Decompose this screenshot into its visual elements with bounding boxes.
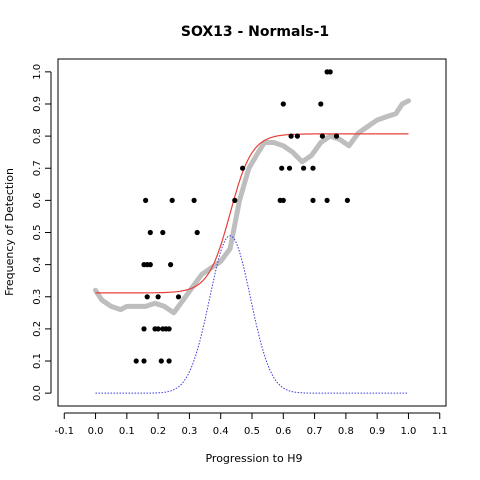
data-point xyxy=(318,101,324,107)
y-tick-label: 0.5 xyxy=(32,225,43,241)
data-point xyxy=(240,165,246,171)
x-tick-label: 0.8 xyxy=(338,426,354,437)
data-point xyxy=(327,69,333,75)
x-tick-label: 0.2 xyxy=(150,426,166,437)
y-tick-label: 0.4 xyxy=(32,257,43,273)
y-tick-label: 0.9 xyxy=(32,96,43,112)
data-point xyxy=(280,101,286,107)
data-point xyxy=(141,326,147,332)
data-point xyxy=(166,326,172,332)
x-tick-label: 1.0 xyxy=(400,426,416,437)
data-point xyxy=(168,262,174,268)
data-point xyxy=(324,197,330,203)
y-tick-label: 0.8 xyxy=(32,128,43,144)
data-point xyxy=(294,133,300,139)
data-point xyxy=(333,133,340,139)
y-tick-label: 0.7 xyxy=(32,160,43,176)
data-point xyxy=(158,358,164,364)
x-tick-label: 0.4 xyxy=(213,426,229,437)
x-axis: -0.1 0.0 0.1 0.2 0.3 0.4 0.5 0.6 0.7 0.8 0.9 1.0 1.1 xyxy=(55,412,448,437)
data-point xyxy=(280,197,286,203)
data-point xyxy=(147,229,153,236)
y-tick-label: 0.3 xyxy=(32,289,43,305)
data-point xyxy=(288,133,294,139)
x-tick-label: 0.0 xyxy=(88,426,104,437)
data-point xyxy=(310,165,316,171)
y-tick-label: 1.0 xyxy=(32,64,43,80)
data-point xyxy=(147,262,153,268)
x-tick-label: 0.1 xyxy=(119,426,135,437)
data-point xyxy=(160,229,166,236)
y-tick-label: 0.6 xyxy=(32,192,43,208)
data-point xyxy=(143,197,149,203)
data-point xyxy=(344,197,350,203)
data-point xyxy=(155,326,161,332)
data-point xyxy=(141,358,147,364)
x-tick-label: 0.5 xyxy=(244,426,260,437)
x-axis-label: Progression to H9 xyxy=(205,452,302,465)
y-tick-label: 0.1 xyxy=(32,353,43,369)
data-point xyxy=(144,294,150,300)
data-point xyxy=(286,165,293,171)
data-point xyxy=(301,165,307,171)
logistic-fit-line xyxy=(95,133,409,294)
density-curve xyxy=(95,235,409,394)
y-tick-label: 0.0 xyxy=(32,385,43,401)
data-point xyxy=(279,165,285,171)
smoothed-trend-line xyxy=(93,98,411,316)
data-point xyxy=(169,197,175,203)
data-point xyxy=(191,197,197,203)
data-point xyxy=(319,133,325,139)
y-axis: 0.0 0.1 0.2 0.3 0.4 0.5 0.6 0.7 0.8 0.9 1.0 xyxy=(32,64,52,401)
y-tick-label: 0.2 xyxy=(32,321,43,337)
x-tick-label: 1.1 xyxy=(432,426,448,437)
data-point xyxy=(166,358,172,364)
x-tick-label: 0.3 xyxy=(181,426,197,437)
data-point xyxy=(175,294,182,300)
y-axis-label: Frequency of Detection xyxy=(3,168,16,296)
data-point xyxy=(194,229,200,236)
plot-frame xyxy=(57,58,447,407)
x-tick-label: 0.6 xyxy=(275,426,291,437)
x-tick-label: -0.1 xyxy=(55,426,75,437)
x-tick-label: 0.7 xyxy=(307,426,323,437)
series-layer xyxy=(93,69,411,394)
data-point xyxy=(155,294,161,300)
data-point xyxy=(232,197,238,203)
data-point xyxy=(133,358,139,364)
x-tick-label: 0.9 xyxy=(369,426,385,437)
chart-title: SOX13 - Normals-1 xyxy=(181,24,329,40)
data-point xyxy=(310,197,316,203)
